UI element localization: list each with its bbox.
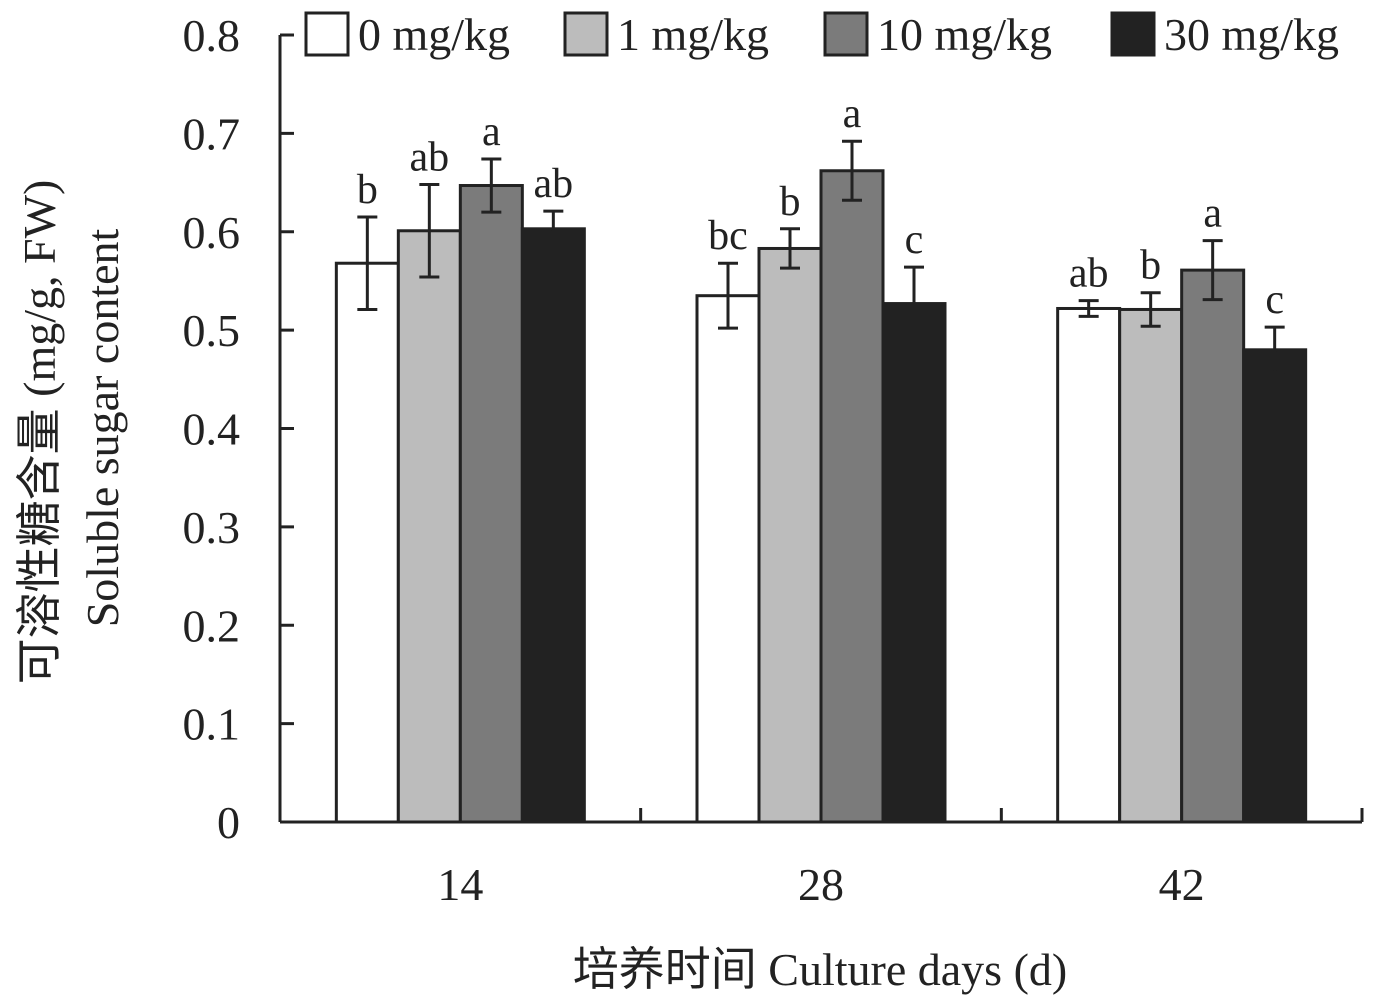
legend-label: 10 mg/kg bbox=[877, 9, 1052, 60]
bar bbox=[757, 246, 823, 824]
significance-label: bc bbox=[708, 213, 748, 259]
x-tick-label: 28 bbox=[798, 859, 844, 910]
significance-label: c bbox=[1265, 277, 1284, 323]
axes-layer: 0 0.1 0.2 0.3 0.4 0.5 0.6 0.7 0.8 14 28 42 bbox=[183, 10, 1364, 910]
bar bbox=[334, 261, 400, 824]
y-tick-label: 0.3 bbox=[183, 502, 241, 553]
y-tick-label: 0.7 bbox=[183, 108, 241, 159]
bar bbox=[695, 294, 761, 824]
y-tick-label: 0.1 bbox=[183, 699, 241, 750]
significance-label: a bbox=[482, 109, 501, 155]
legend: 0 mg/kg 1 mg/kg 10 mg/kg 30 mg/kg bbox=[304, 9, 1339, 60]
significance-label: ab bbox=[1069, 251, 1109, 297]
legend-label: 1 mg/kg bbox=[617, 9, 769, 60]
legend-swatch bbox=[563, 11, 609, 57]
significance-label: b bbox=[357, 167, 378, 213]
legend-label: 30 mg/kg bbox=[1164, 9, 1339, 60]
y-axis-title-cn: 可溶性糖含量 (mg/g, FW) bbox=[14, 180, 65, 685]
y-tick-label: 0.2 bbox=[183, 600, 241, 651]
legend-swatch bbox=[1110, 11, 1156, 57]
legend-swatch bbox=[823, 11, 869, 57]
y-tick-label: 0.8 bbox=[183, 10, 241, 61]
bar bbox=[1242, 348, 1308, 824]
significance-label: b bbox=[780, 179, 801, 225]
y-tick-label: 0.6 bbox=[183, 207, 241, 258]
x-tick-label: 42 bbox=[1159, 859, 1205, 910]
legend-swatch bbox=[304, 11, 350, 57]
bar bbox=[881, 302, 947, 824]
y-tick-label: 0.4 bbox=[183, 404, 241, 455]
y-axis-title-en: Soluble sugar content bbox=[77, 228, 128, 627]
bar bbox=[1118, 307, 1184, 824]
y-tick-label: 0.5 bbox=[183, 305, 241, 356]
bar bbox=[819, 169, 885, 824]
bar bbox=[458, 184, 524, 824]
significance-label: a bbox=[1203, 191, 1222, 237]
significance-label: b bbox=[1140, 243, 1161, 289]
significance-label: a bbox=[843, 91, 862, 137]
bar bbox=[1056, 306, 1122, 824]
bar bbox=[520, 227, 586, 824]
legend-label: 0 mg/kg bbox=[358, 9, 510, 60]
y-tick-label: 0 bbox=[217, 797, 240, 848]
x-axis-title: 培养时间 Culture days (d) bbox=[573, 944, 1067, 995]
x-tick-label: 14 bbox=[437, 859, 483, 910]
bar bbox=[1180, 268, 1246, 824]
bar bbox=[396, 229, 462, 824]
significance-label: ab bbox=[410, 135, 450, 181]
significance-label: c bbox=[905, 217, 924, 263]
significance-label: ab bbox=[534, 161, 574, 207]
